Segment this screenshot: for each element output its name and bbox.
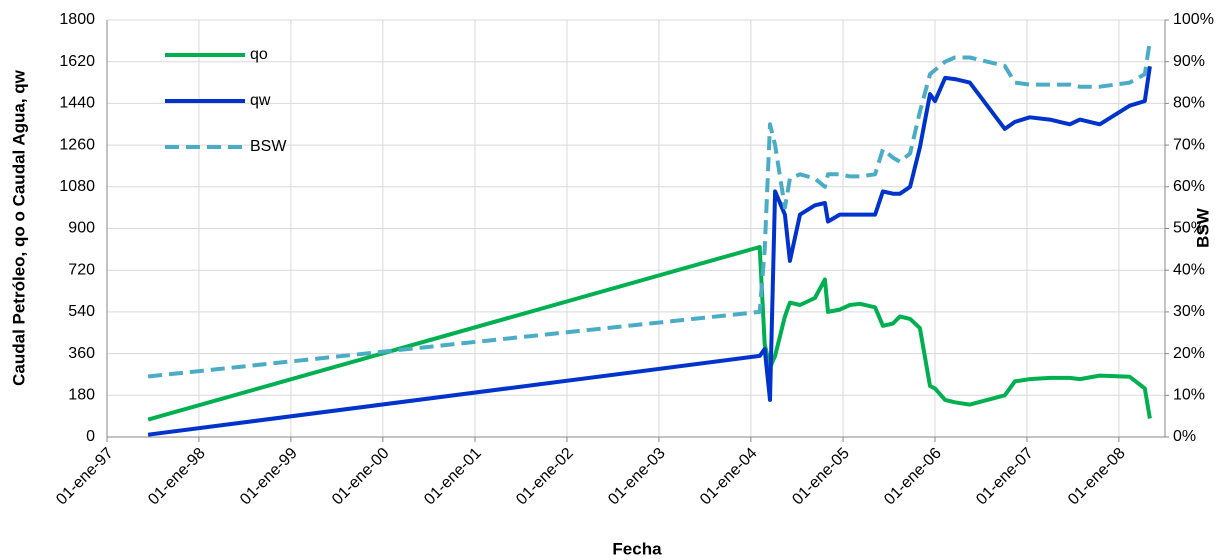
- y2-tick-label: 60%: [1173, 178, 1205, 195]
- y-tick-label: 720: [68, 261, 95, 278]
- x-tick-label: 01-ene-99: [237, 445, 301, 509]
- y2-tick-label: 80%: [1173, 95, 1205, 112]
- y-tick-label: 1440: [59, 95, 95, 112]
- y-tick-label: 900: [68, 220, 95, 237]
- x-tick-label: 01-ene-06: [881, 445, 945, 509]
- y2-tick-label: 30%: [1173, 303, 1205, 320]
- y-tick-label: 1260: [59, 136, 95, 153]
- x-tick-label: 01-ene-04: [697, 445, 761, 509]
- x-tick-label: 01-ene-01: [421, 445, 485, 509]
- x-tick-label: 01-ene-02: [513, 445, 577, 509]
- x-tick-label: 01-ene-97: [53, 445, 117, 509]
- y2-tick-label: 70%: [1173, 136, 1205, 153]
- y2-tick-label: 20%: [1173, 345, 1205, 362]
- y-tick-label: 360: [68, 345, 95, 362]
- legend-label: BSW: [250, 138, 287, 155]
- series-line: [147, 66, 1152, 437]
- y-tick-label: 1800: [59, 11, 95, 28]
- y-axis-title: Caudal Petróleo, qo o Caudal Agua, qw: [9, 69, 28, 386]
- y2-tick-label: 0%: [1173, 428, 1196, 445]
- y2-tick-label: 50%: [1173, 220, 1205, 237]
- x-axis-title: Fecha: [612, 539, 662, 558]
- legend-label: qo: [250, 46, 268, 63]
- y-tick-label: 1620: [59, 53, 95, 70]
- y-tick-label: 180: [68, 387, 95, 404]
- y2-axis-title: BSW: [1193, 207, 1212, 248]
- legend-label: qw: [250, 92, 271, 109]
- y2-tick-label: 100%: [1173, 11, 1214, 28]
- x-tick-label: 01-ene-03: [605, 445, 669, 509]
- x-tick-label: 01-ene-08: [1065, 445, 1129, 509]
- y-tick-label: 540: [68, 303, 95, 320]
- y2-tick-label: 90%: [1173, 53, 1205, 70]
- series-line: [147, 245, 1152, 422]
- y-tick-label: 0: [86, 428, 95, 445]
- x-tick-label: 01-ene-98: [145, 445, 209, 509]
- x-tick-label: 01-ene-05: [789, 445, 853, 509]
- y-tick-label: 1080: [59, 178, 95, 195]
- series-line: [147, 40, 1152, 379]
- y2-tick-label: 10%: [1173, 387, 1205, 404]
- x-tick-label: 01-ene-07: [973, 445, 1037, 509]
- x-tick-label: 01-ene-00: [329, 445, 393, 509]
- y2-tick-label: 40%: [1173, 261, 1205, 278]
